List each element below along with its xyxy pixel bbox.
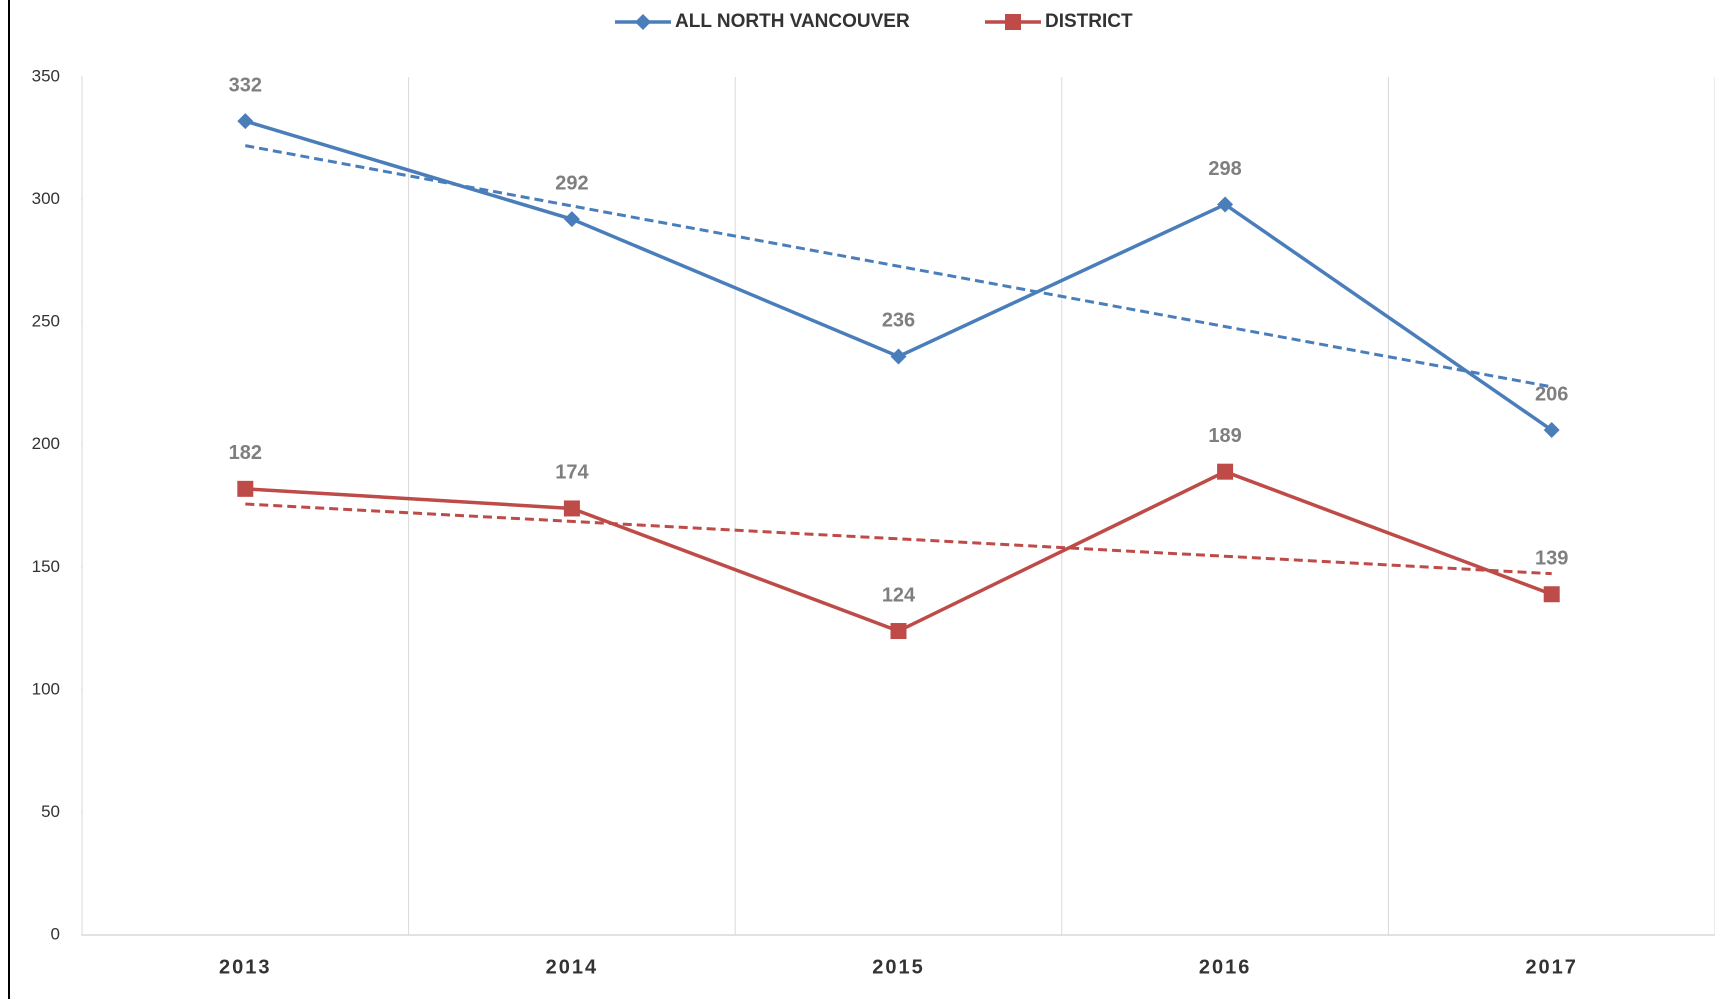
legend-label: ALL NORTH VANCOUVER xyxy=(675,11,910,32)
x-tick-label: 2014 xyxy=(546,956,599,978)
data-point xyxy=(890,623,907,640)
data-label: 182 xyxy=(229,442,262,464)
x-tick-label: 2016 xyxy=(1199,956,1252,978)
x-tick-label: 2015 xyxy=(872,956,925,978)
data-label: 189 xyxy=(1208,425,1241,447)
series-line xyxy=(245,469,1553,633)
data-label: 174 xyxy=(555,462,589,484)
data-point xyxy=(1217,196,1234,213)
data-point xyxy=(237,113,254,130)
y-tick-label: 50 xyxy=(41,802,60,821)
data-point xyxy=(563,211,580,228)
data-point xyxy=(237,480,254,497)
data-label: 332 xyxy=(229,74,262,96)
series-line xyxy=(244,119,1553,432)
trend-line xyxy=(245,502,1552,576)
y-tick-label: 300 xyxy=(32,189,60,208)
x-tick-label: 2013 xyxy=(219,956,272,978)
y-tick-label: 150 xyxy=(32,557,60,576)
y-tick-label: 0 xyxy=(51,924,60,943)
data-label: 292 xyxy=(555,172,588,194)
y-tick-label: 250 xyxy=(32,312,60,331)
data-label: 236 xyxy=(882,310,915,332)
data-point xyxy=(1543,586,1560,603)
y-tick-label: 350 xyxy=(32,66,60,85)
y-tick-label: 200 xyxy=(32,434,60,453)
data-label: 139 xyxy=(1535,548,1568,570)
legend-marker xyxy=(635,14,651,30)
data-point xyxy=(1543,422,1560,439)
data-point xyxy=(1217,463,1234,480)
x-tick-label: 2017 xyxy=(1525,956,1578,978)
data-point xyxy=(890,348,907,365)
legend-marker xyxy=(1005,14,1021,30)
data-label: 298 xyxy=(1208,158,1241,180)
data-label: 124 xyxy=(882,584,916,606)
data-point xyxy=(563,500,580,517)
trend-line xyxy=(245,144,1552,389)
data-label: 206 xyxy=(1535,383,1568,405)
legend-label: DISTRICT xyxy=(1045,11,1133,32)
y-tick-label: 100 xyxy=(32,679,60,698)
